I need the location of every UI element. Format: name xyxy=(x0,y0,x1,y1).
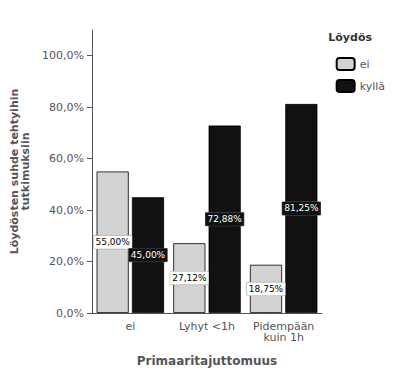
svg-text:100,0%: 100,0% xyxy=(42,49,84,62)
svg-text:20,0%: 20,0% xyxy=(49,255,84,268)
svg-text:45,00%: 45,00% xyxy=(131,250,166,260)
svg-text:Löydös: Löydös xyxy=(328,31,372,44)
svg-text:55,00%: 55,00% xyxy=(95,237,130,247)
svg-text:80,0%: 80,0% xyxy=(49,101,84,114)
svg-text:Lyhyt <1h: Lyhyt <1h xyxy=(179,320,235,333)
svg-text:0,0%: 0,0% xyxy=(56,307,84,320)
svg-text:tutkimuksiin: tutkimuksiin xyxy=(19,133,32,211)
svg-text:72,88%: 72,88% xyxy=(208,214,243,224)
svg-text:81,25%: 81,25% xyxy=(284,203,319,213)
svg-text:27,12%: 27,12% xyxy=(172,273,207,283)
svg-text:ei: ei xyxy=(360,58,370,71)
svg-text:40,0%: 40,0% xyxy=(49,204,84,217)
svg-text:ei: ei xyxy=(125,320,135,333)
svg-text:Löydösten suhde tehtyihin: Löydösten suhde tehtyihin xyxy=(8,88,22,255)
svg-text:18,75%: 18,75% xyxy=(249,284,284,294)
svg-text:Pidempään: Pidempään xyxy=(253,320,315,333)
svg-text:kyllä: kyllä xyxy=(360,80,385,93)
svg-text:Primaaritajuttomuus: Primaaritajuttomuus xyxy=(137,354,278,368)
svg-text:60,0%: 60,0% xyxy=(49,152,84,165)
svg-text:kuin 1h: kuin 1h xyxy=(263,331,304,344)
